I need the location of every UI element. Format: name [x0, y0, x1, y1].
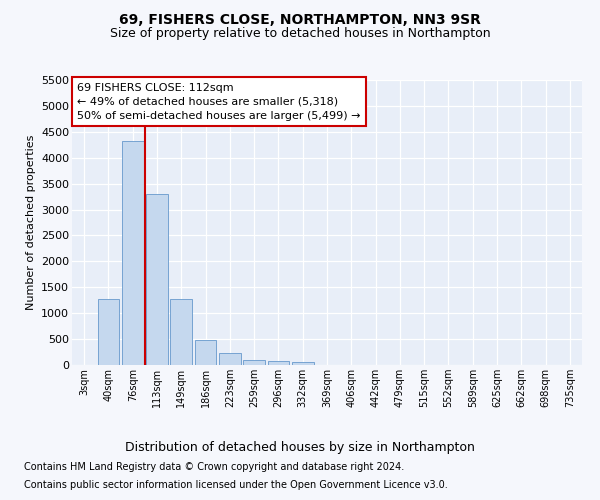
- Bar: [97, 299, 119, 365]
- Text: 69 FISHERS CLOSE: 112sqm
← 49% of detached houses are smaller (5,318)
50% of sem: 69 FISHERS CLOSE: 112sqm ← 49% of detach…: [77, 83, 361, 121]
- Bar: [243, 360, 265, 365]
- Y-axis label: Number of detached properties: Number of detached properties: [26, 135, 35, 310]
- Text: Contains HM Land Registry data © Crown copyright and database right 2024.: Contains HM Land Registry data © Crown c…: [24, 462, 404, 472]
- Bar: [194, 340, 217, 365]
- Bar: [268, 361, 289, 365]
- Bar: [146, 194, 168, 365]
- Text: Contains public sector information licensed under the Open Government Licence v3: Contains public sector information licen…: [24, 480, 448, 490]
- Bar: [292, 362, 314, 365]
- Bar: [170, 299, 192, 365]
- Text: 69, FISHERS CLOSE, NORTHAMPTON, NN3 9SR: 69, FISHERS CLOSE, NORTHAMPTON, NN3 9SR: [119, 12, 481, 26]
- Bar: [122, 140, 143, 365]
- Text: Distribution of detached houses by size in Northampton: Distribution of detached houses by size …: [125, 441, 475, 454]
- Text: Size of property relative to detached houses in Northampton: Size of property relative to detached ho…: [110, 28, 490, 40]
- Bar: [219, 353, 241, 365]
